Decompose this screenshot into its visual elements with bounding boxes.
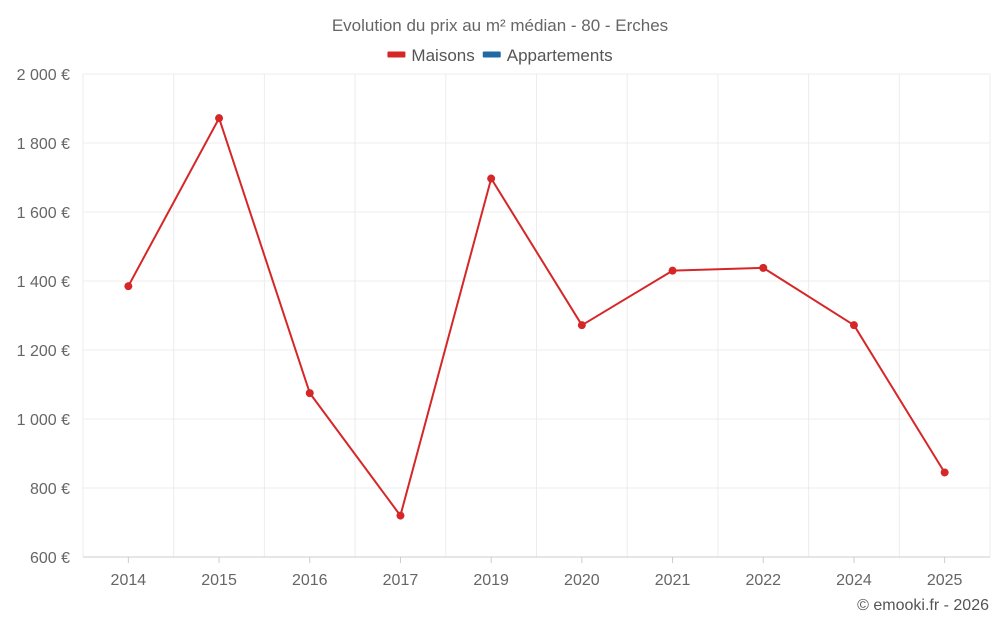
data-point xyxy=(940,468,949,477)
y-tick-label: 600 € xyxy=(30,550,70,567)
x-tick-label: 2015 xyxy=(201,572,237,589)
y-tick-label: 1 400 € xyxy=(17,274,70,291)
x-tick-label: 2021 xyxy=(655,572,691,589)
chart-title: Evolution du prix au m² médian - 80 - Er… xyxy=(332,16,668,35)
data-point xyxy=(124,282,133,291)
legend-swatch xyxy=(387,51,406,58)
y-tick-label: 1 800 € xyxy=(17,136,70,153)
x-tick-label: 2025 xyxy=(927,572,963,589)
x-tick-label: 2020 xyxy=(564,572,600,589)
y-tick-label: 1 000 € xyxy=(17,412,70,429)
y-tick-label: 2 000 € xyxy=(17,67,70,84)
x-tick-label: 2024 xyxy=(836,572,872,589)
series-line-maisons xyxy=(127,117,946,517)
data-point xyxy=(215,114,224,123)
x-tick-label: 2016 xyxy=(292,572,328,589)
data-point xyxy=(487,174,496,183)
legend-item-appartements: Appartements xyxy=(482,46,613,65)
data-point xyxy=(396,511,405,520)
legend-item-maisons: Maisons xyxy=(387,46,475,65)
x-tick-label: 2019 xyxy=(473,572,509,589)
data-point xyxy=(668,266,677,275)
x-tick-label: 2022 xyxy=(745,572,781,589)
legend-label: Appartements xyxy=(507,46,613,65)
x-tick-label: 2014 xyxy=(111,572,147,589)
series xyxy=(124,114,949,520)
data-point xyxy=(849,321,858,330)
grid xyxy=(82,73,991,557)
data-point xyxy=(305,389,314,398)
axes: 600 € 800 € 1 000 € 1 200 € 1 400 € 1 600 € 1 … xyxy=(17,67,990,589)
legend-label: Maisons xyxy=(411,46,474,65)
credit-text: © emooki.fr - 2026 xyxy=(857,597,989,614)
y-tick-label: 1 200 € xyxy=(17,343,70,360)
y-tick-label: 800 € xyxy=(30,481,70,498)
x-tick-label: 2017 xyxy=(383,572,419,589)
legend-swatch xyxy=(482,51,501,58)
data-point xyxy=(759,263,768,272)
legend: Maisons Appartements xyxy=(387,46,613,65)
y-tick-label: 1 600 € xyxy=(17,205,70,222)
data-point xyxy=(577,321,586,330)
